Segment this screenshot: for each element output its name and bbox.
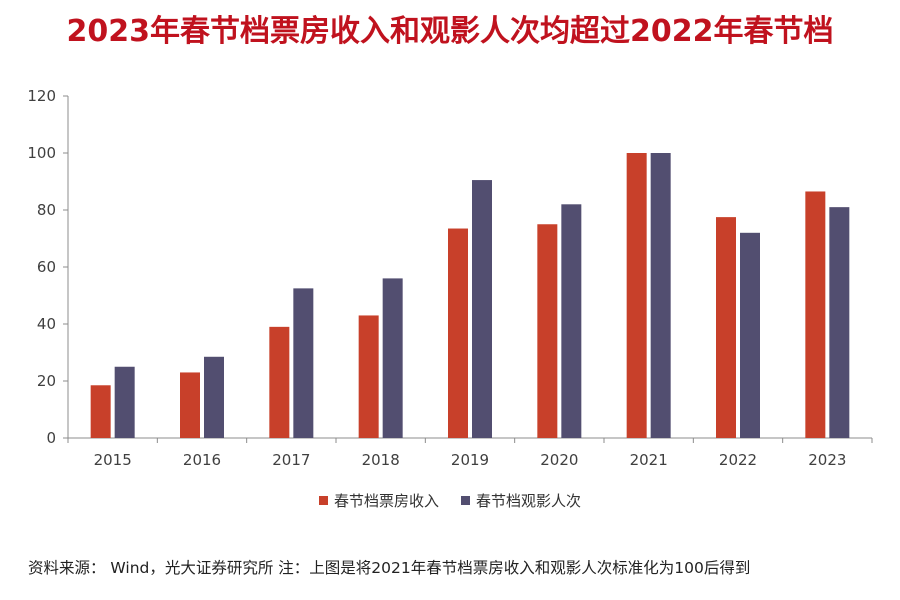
y-tick-label: 0	[46, 429, 56, 447]
y-tick-label: 100	[27, 144, 56, 162]
bar-admissions	[561, 204, 582, 438]
bar-admissions	[382, 278, 403, 438]
source-note: 资料来源： Wind，光大证券研究所 注：上图是将2021年春节档票房收入和观影…	[28, 559, 751, 577]
y-tick-label: 120	[27, 87, 56, 105]
x-tick-label: 2017	[272, 451, 310, 469]
x-tick-label: 2018	[362, 451, 400, 469]
legend-item-revenue: 春节档票房收入	[318, 490, 439, 511]
bar-revenue	[90, 385, 111, 438]
bar-revenue	[269, 326, 290, 438]
bar-revenue	[448, 228, 468, 438]
x-tick-label: 2020	[540, 451, 578, 469]
legend-label-admissions: 春节档观影人次	[476, 492, 582, 510]
bar-admissions	[650, 153, 671, 438]
legend-swatch-admissions	[461, 496, 470, 505]
legend-swatch-revenue	[318, 496, 328, 505]
bar-revenue	[358, 315, 379, 438]
bar-admissions	[114, 366, 135, 438]
bar-admissions	[472, 180, 492, 438]
x-tick-label: 2023	[808, 451, 846, 469]
x-tick-label: 2022	[719, 451, 757, 469]
y-tick-label: 40	[37, 315, 56, 333]
x-tick-label: 2016	[183, 451, 221, 469]
chart-title: 2023年春节档票房收入和观影人次均超过2022年春节档	[66, 14, 834, 49]
bar-revenue	[626, 153, 647, 438]
bar-admissions	[293, 288, 314, 438]
bar-revenue	[537, 224, 558, 438]
x-tick-label: 2019	[451, 451, 489, 469]
legend-label-revenue: 春节档票房收入	[333, 492, 439, 510]
x-tick-label: 2015	[94, 451, 132, 469]
bar-revenue	[180, 372, 200, 438]
bar-admissions	[204, 356, 224, 438]
bar-revenue	[805, 191, 826, 438]
bar-revenue	[716, 217, 736, 438]
bar-admissions	[740, 232, 760, 438]
x-tick-label: 2021	[630, 451, 668, 469]
chart-legend: 春节档票房收入 春节档观影人次	[0, 490, 900, 511]
y-tick-label: 60	[37, 258, 56, 276]
y-tick-label: 80	[37, 201, 56, 219]
bar-admissions	[829, 207, 850, 438]
legend-item-admissions: 春节档观影人次	[461, 490, 581, 511]
y-tick-label: 20	[37, 372, 56, 390]
